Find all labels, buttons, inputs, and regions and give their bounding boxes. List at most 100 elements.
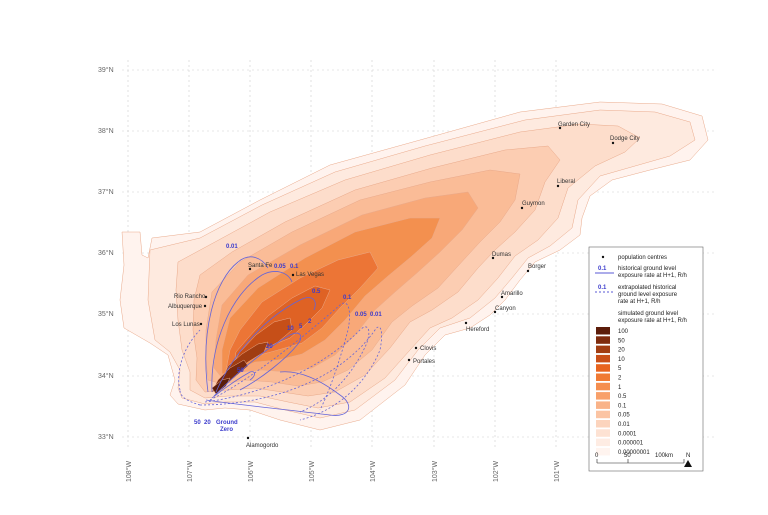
legend-swatch <box>596 327 610 335</box>
population-centres: Garden City Dodge City Liberal Guymon Du… <box>168 122 640 449</box>
legend-swatch <box>596 392 610 400</box>
legend-population-symbol <box>601 255 605 259</box>
legend-swatch <box>596 336 610 344</box>
scale-zero: 0 <box>595 453 599 459</box>
city-alamogordo: Alamogordo <box>246 436 279 449</box>
legend-extrapolated-sample: 0.1 <box>598 285 607 291</box>
lat-label: 37°N <box>98 188 114 196</box>
city-label: Clovis <box>420 346 436 352</box>
legend-simulated-label: exposure rate at H+1, R/h <box>618 318 687 324</box>
legend-class-label: 100 <box>618 329 629 335</box>
legend-extrapolated-label: extrapolated historical <box>618 285 676 291</box>
city-garden-city: Garden City <box>558 122 590 130</box>
legend-swatch <box>596 373 610 381</box>
extrapolated-contour-0.1 <box>209 302 350 411</box>
city-liberal: Liberal <box>556 179 575 188</box>
lon-label: 105°W <box>308 461 316 482</box>
ground-zero-label: Zero <box>220 427 233 433</box>
lon-label: 107°W <box>186 461 194 482</box>
legend-class-label: 0.05 <box>618 413 630 419</box>
city-label: Albuquerque <box>168 304 203 310</box>
city-label: Rio Rancho <box>174 294 206 300</box>
legend-swatch <box>596 354 610 363</box>
legend: population centres 0.1 historical ground… <box>588 246 704 472</box>
city-label: Hereford <box>466 327 489 333</box>
contour-label: 2 <box>308 319 312 325</box>
lat-label: 36°N <box>98 249 114 257</box>
contour-label: 0.05 <box>355 312 367 318</box>
scale-end: 100km <box>655 453 673 459</box>
legend-class-label: 0.1 <box>618 403 627 409</box>
historical-contour-0.01 <box>205 256 269 393</box>
city-label: Dodge City <box>610 136 640 142</box>
contour-label: 0.01 <box>226 244 238 250</box>
contour-label: 0.01 <box>370 312 382 318</box>
legend-classes: 100 50 20 10 5 2 1 0.5 0.1 0.05 0.01 0.0001 0.000001… <box>596 327 650 456</box>
legend-swatch <box>596 382 610 391</box>
extrapolated-contour-0.01 <box>199 326 383 421</box>
legend-class-label: 10 <box>618 357 625 363</box>
city-label: Liberal <box>557 179 575 185</box>
lat-label: 38°N <box>98 127 114 135</box>
legend-historical-label: historical ground level <box>618 266 676 272</box>
legend-class-label: 5 <box>618 366 622 372</box>
contour-label: 0.1 <box>343 295 352 301</box>
legend-swatch <box>596 420 610 428</box>
contour-label: 20 <box>204 420 211 426</box>
scale-mid: 50 <box>624 453 631 459</box>
legend-swatch <box>596 447 610 456</box>
city-borger: Borger <box>526 264 546 273</box>
lat-label: 35°N <box>98 310 114 318</box>
lon-label: 103°W <box>431 461 439 482</box>
historical-contour-20 <box>211 371 255 399</box>
scale-bar: 0 50 100km <box>595 453 685 464</box>
legend-swatch <box>596 345 610 354</box>
legend-swatch <box>596 410 610 419</box>
city-label: Amarillo <box>501 291 523 297</box>
latitude-labels: 39°N 38°N 37°N 36°N 35°N 34°N 33°N <box>98 66 114 441</box>
city-label: Guymon <box>522 201 545 207</box>
city-dumas: Dumas <box>491 252 511 260</box>
contour-label: 50 <box>237 368 244 374</box>
lat-label: 39°N <box>98 66 114 74</box>
legend-class-label: 0.000001 <box>618 441 644 447</box>
legend-swatch <box>596 364 610 372</box>
legend-swatch <box>596 401 610 409</box>
city-rio-rancho: Rio Rancho <box>174 294 208 300</box>
legend-historical-label: exposure rate at H+1, R/h <box>618 273 687 279</box>
city-canyon: Canyon <box>493 306 516 314</box>
extrapolated-contours <box>178 302 383 421</box>
city-dodge-city: Dodge City <box>610 136 640 145</box>
city-albuquerque: Albuquerque <box>168 304 207 310</box>
contour-label: 0.05 <box>274 264 286 270</box>
legend-swatch <box>596 438 610 447</box>
legend-class-label: 0.5 <box>618 394 627 400</box>
historical-contours <box>205 256 350 416</box>
city-las-vegas: Las Vegas <box>291 272 324 278</box>
legend-class-label: 0.01 <box>618 422 630 428</box>
city-label: Alamogordo <box>246 443 279 449</box>
lon-label: 102°W <box>492 461 500 482</box>
north-arrow-icon <box>684 460 692 467</box>
city-portales: Portales <box>407 358 435 365</box>
extrapolated-contour-0.05 <box>204 326 370 413</box>
lon-label: 104°W <box>369 461 377 482</box>
lat-label: 33°N <box>98 433 114 441</box>
north-label: N <box>686 453 690 459</box>
city-label: Las Vegas <box>296 272 324 278</box>
city-hereford: Hereford <box>464 321 489 333</box>
city-santa-fe: Santa Fe <box>248 263 273 271</box>
contour-label: 10 <box>287 326 294 332</box>
historical-contour-2 <box>213 332 302 397</box>
lon-label: 108°W <box>125 461 133 482</box>
legend-extrapolated-label: rate at H+1, R/h <box>618 299 661 305</box>
legend-population-label: population centres <box>618 255 667 261</box>
lon-label: 106°W <box>247 461 255 482</box>
contour-label: 5 <box>299 324 303 330</box>
city-label: Canyon <box>495 306 516 312</box>
contour-label: 50 <box>194 420 201 426</box>
longitude-labels: 108°W 107°W 106°W 105°W 104°W 103°W 102°… <box>125 461 561 482</box>
historical-contour-0.05 <box>211 271 293 393</box>
lat-label: 34°N <box>98 372 114 380</box>
